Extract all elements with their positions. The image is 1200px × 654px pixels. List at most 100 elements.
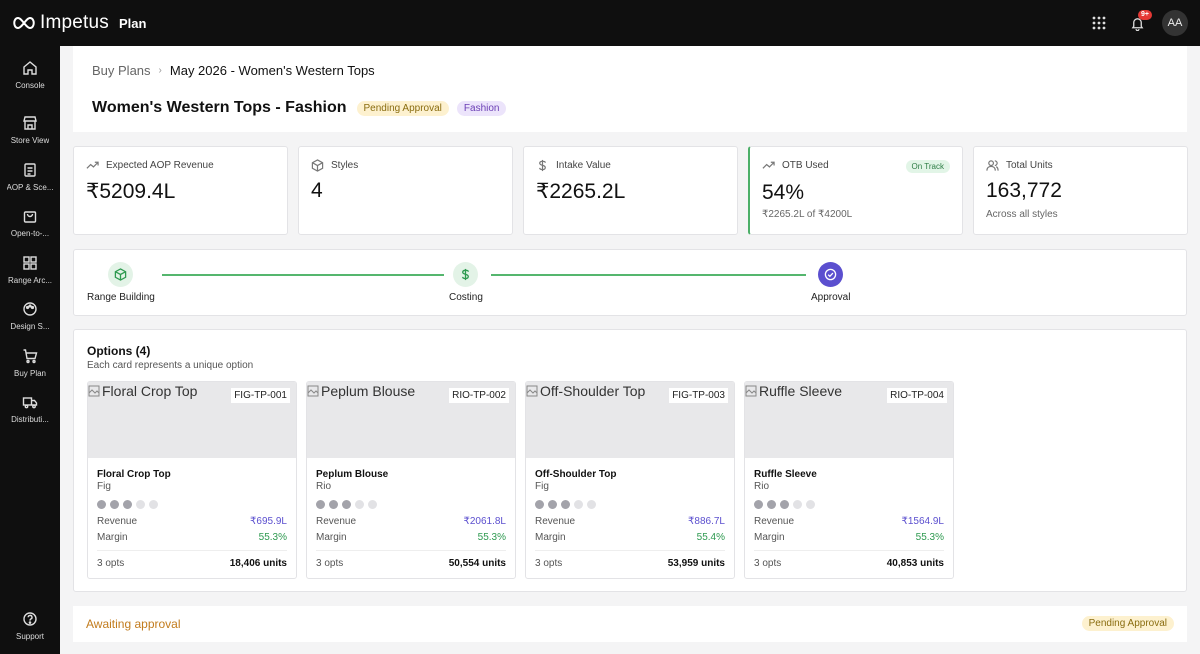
- kpi-intake-value: Intake Value ₹2265.2L: [523, 146, 738, 235]
- step-costing[interactable]: Costing: [449, 262, 483, 303]
- brand-name: Impetus: [40, 12, 109, 33]
- option-code-badge: RIO-TP-002: [449, 388, 509, 403]
- step-connector: [491, 274, 806, 276]
- broken-image-icon: [526, 385, 538, 397]
- image-alt-text: Peplum Blouse: [321, 383, 416, 399]
- margin-row: Margin 55.4%: [535, 532, 725, 543]
- margin-row: Margin 55.3%: [97, 532, 287, 543]
- option-code-badge: RIO-TP-004: [887, 388, 947, 403]
- sidebar-item-open-to-buy[interactable]: Open-to-...: [0, 208, 60, 238]
- options-title: Options (4): [87, 344, 151, 358]
- revenue-value: ₹1564.9L: [901, 516, 944, 527]
- color-swatches: [535, 500, 600, 509]
- color-swatch-dot: [587, 500, 596, 509]
- check-circle-icon: [824, 268, 837, 281]
- image-alt-text: Off-Shoulder Top: [540, 383, 646, 399]
- apps-grid-button[interactable]: [1086, 10, 1112, 36]
- cube-icon: [311, 159, 324, 172]
- option-card[interactable]: Off-Shoulder Top FIG-TP-003 Off-Shoulder T…: [525, 381, 735, 579]
- category-badge: Fashion: [456, 100, 507, 116]
- color-swatch-dot: [793, 500, 802, 509]
- kpi-value: 163,772: [986, 179, 1062, 202]
- step-range-building[interactable]: Range Building: [87, 262, 155, 303]
- broken-image-alt: Ruffle Sleeve: [745, 383, 842, 399]
- option-card[interactable]: Floral Crop Top FIG-TP-001 Floral Crop Top…: [87, 381, 297, 579]
- color-swatches: [316, 500, 381, 509]
- option-name: Floral Crop Top: [97, 469, 171, 480]
- color-swatch-dot: [123, 500, 132, 509]
- broken-image-alt: Peplum Blouse: [307, 383, 415, 399]
- dollar-icon: [539, 159, 546, 172]
- image-alt-text: Ruffle Sleeve: [759, 383, 843, 399]
- approval-footer: Awaiting approval Pending Approval: [73, 606, 1187, 642]
- units-count: 50,554 units: [448, 558, 506, 569]
- main-content: Buy Plans › May 2026 - Women's Western T…: [60, 46, 1200, 654]
- cube-icon: [115, 268, 127, 281]
- card-footer: 3 opts 53,959 units: [535, 558, 725, 569]
- notification-count-badge: 9+: [1138, 10, 1152, 20]
- revenue-label: Revenue: [535, 516, 576, 527]
- option-card[interactable]: Peplum Blouse RIO-TP-002 Peplum Blouse Rio R…: [306, 381, 516, 579]
- units-count: 18,406 units: [229, 558, 287, 569]
- kpi-value: ₹5209.4L: [86, 180, 176, 203]
- truck-icon: [22, 397, 38, 409]
- kpi-label: Expected AOP Revenue: [106, 160, 214, 171]
- sidebar-item-range-architecture[interactable]: Range Arc...: [0, 255, 60, 285]
- option-image: Ruffle Sleeve RIO-TP-004: [745, 382, 953, 458]
- option-image: Floral Crop Top FIG-TP-001: [88, 382, 296, 458]
- user-avatar[interactable]: AA: [1162, 10, 1188, 36]
- divider: [316, 550, 506, 551]
- trend-up-icon: [86, 161, 99, 169]
- margin-value: 55.3%: [477, 532, 506, 543]
- breadcrumb-buy-plans-link[interactable]: Buy Plans: [92, 63, 151, 78]
- revenue-label: Revenue: [316, 516, 357, 527]
- sidebar-item-aop[interactable]: AOP & Sce...: [0, 162, 60, 192]
- margin-label: Margin: [754, 532, 785, 543]
- trend-up-icon: [762, 161, 775, 169]
- sidebar-item-support[interactable]: Support: [0, 611, 60, 641]
- color-swatch-dot: [136, 500, 145, 509]
- option-name: Off-Shoulder Top: [535, 469, 617, 480]
- sidebar-item-design-studio[interactable]: Design S...: [0, 301, 60, 331]
- status-badge: Pending Approval: [356, 100, 449, 116]
- revenue-label: Revenue: [754, 516, 795, 527]
- sidebar-item-label: Console: [15, 81, 45, 90]
- store-icon: [23, 116, 37, 130]
- chevron-right-icon: ›: [158, 65, 162, 76]
- divider: [754, 550, 944, 551]
- grid-icon: [1092, 16, 1106, 30]
- kpi-value: 4: [311, 179, 323, 202]
- units-count: 53,959 units: [667, 558, 725, 569]
- margin-label: Margin: [535, 532, 566, 543]
- color-swatch-dot: [754, 500, 763, 509]
- option-code-badge: FIG-TP-003: [669, 388, 728, 403]
- color-swatch-dot: [342, 500, 351, 509]
- option-name: Peplum Blouse: [316, 469, 389, 480]
- sidebar-item-console[interactable]: Console: [0, 60, 60, 90]
- color-swatch-dot: [97, 500, 106, 509]
- step-label: Approval: [811, 292, 851, 303]
- option-brand: Rio: [754, 481, 770, 492]
- notifications-button[interactable]: 9+: [1124, 10, 1152, 36]
- kpi-label: Total Units: [1006, 160, 1053, 171]
- broken-image-icon: [88, 385, 100, 397]
- divider: [97, 550, 287, 551]
- page-title: Women's Western Tops - Fashion: [92, 99, 347, 116]
- kpi-label: OTB Used: [782, 160, 829, 171]
- card-footer: 3 opts 40,853 units: [754, 558, 944, 569]
- revenue-row: Revenue ₹1564.9L: [754, 516, 944, 527]
- sidebar-item-label: AOP & Sce...: [6, 183, 54, 192]
- top-bar: Impetus Plan 9+ AA: [0, 0, 1200, 46]
- options-panel: Options (4) Each card represents a uniqu…: [73, 329, 1187, 592]
- option-card[interactable]: Ruffle Sleeve RIO-TP-004 Ruffle Sleeve Rio R…: [744, 381, 954, 579]
- step-approval[interactable]: Approval: [811, 262, 850, 303]
- opts-count: 3 opts: [97, 558, 125, 569]
- sidebar-item-buy-plan[interactable]: Buy Plan: [0, 348, 60, 378]
- cart-icon: [23, 349, 38, 364]
- kpi-expected-aop-revenue: Expected AOP Revenue ₹5209.4L: [73, 146, 288, 235]
- sidebar-item-distribution[interactable]: Distributi...: [0, 394, 60, 424]
- color-swatches: [754, 500, 819, 509]
- sidebar-item-store-view[interactable]: Store View: [0, 115, 60, 145]
- revenue-value: ₹2061.8L: [463, 516, 506, 527]
- logo[interactable]: Impetus: [12, 12, 109, 34]
